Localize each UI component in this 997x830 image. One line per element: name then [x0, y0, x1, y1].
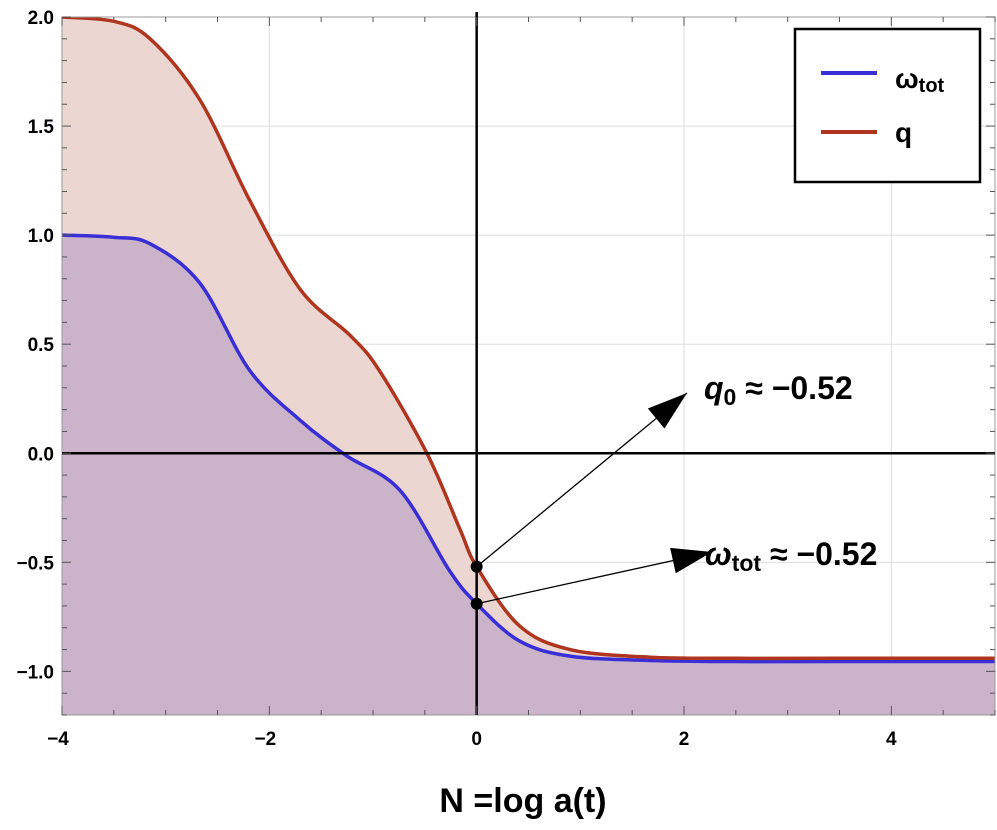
y-tick-label: 2.0	[28, 8, 54, 29]
y-tick-label: −0.5	[16, 553, 54, 574]
ticks: −4 −2 0 2 4 −1.0 −0.5 0.0 0.5 1.0 1.5 2.0	[16, 8, 996, 750]
legend-label-omega: ωtot	[895, 63, 945, 97]
y-tick-label: 1.5	[28, 117, 55, 138]
arrow-omega-shaft	[476, 551, 713, 605]
y-tick-label: −1.0	[16, 662, 54, 683]
y-tick-label: 0.0	[28, 444, 54, 465]
y-tick-label: 0.5	[28, 335, 55, 356]
x-tick-label: −4	[47, 729, 69, 750]
y-tick-label: 1.0	[28, 226, 54, 247]
legend: ωtot q	[793, 27, 982, 184]
fills	[62, 17, 995, 715]
arrow-omega-head	[670, 547, 712, 574]
x-tick-label: 2	[679, 729, 690, 750]
annotation-label: ωtot ≈ −0.52	[705, 536, 877, 576]
x-axis-label: N =log a(t)	[439, 782, 606, 820]
arrow-q0-shaft	[476, 392, 688, 568]
area-fill-omega	[62, 235, 995, 715]
x-tick-label: −2	[254, 729, 276, 750]
series-lines	[62, 17, 995, 664]
legend-label-q: q	[895, 117, 912, 148]
annotation-label: q0 ≈ −0.52	[704, 370, 853, 410]
x-tick-label: 4	[886, 729, 897, 750]
arrow-q0-head	[647, 393, 687, 429]
marker-point	[470, 597, 483, 610]
x-tick-label: 0	[471, 729, 482, 750]
marker-point	[470, 560, 483, 573]
annotations: q0 ≈ −0.52 ωtot ≈ −0.52	[470, 370, 877, 610]
series-line-omega	[62, 233, 995, 664]
series-line-q	[62, 17, 995, 661]
